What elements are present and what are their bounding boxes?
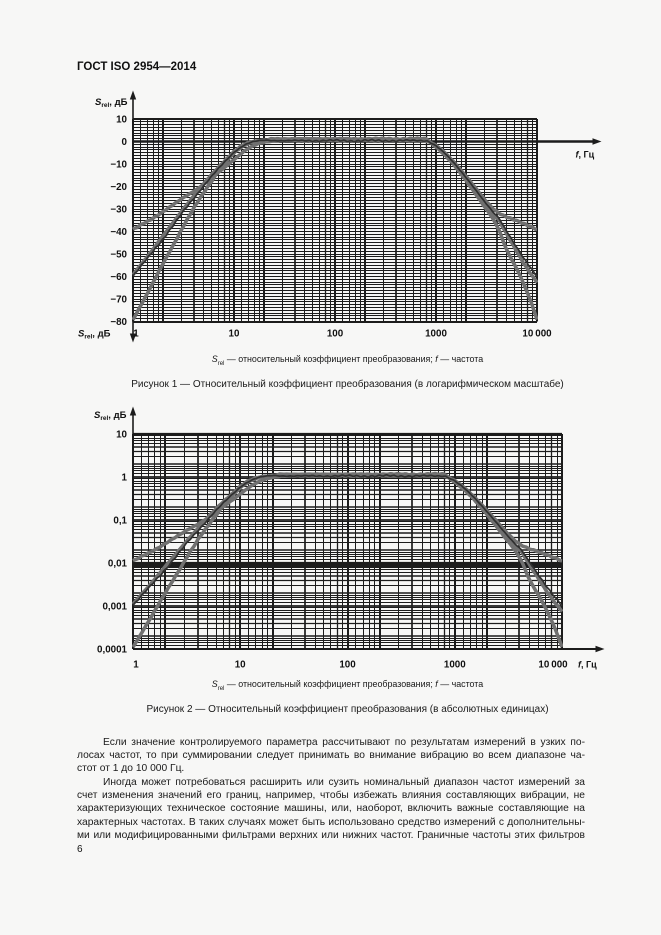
svg-text:f, Гц: f, Гц <box>576 150 595 160</box>
svg-text:Srel, дБ: Srel, дБ <box>94 410 127 422</box>
svg-text:0: 0 <box>122 137 128 148</box>
svg-text:10: 10 <box>235 660 246 671</box>
svg-text:10: 10 <box>116 114 127 125</box>
svg-text:−80: −80 <box>110 317 127 328</box>
svg-text:1000: 1000 <box>444 660 466 671</box>
svg-text:0,1: 0,1 <box>113 515 127 526</box>
svg-text:0,0001: 0,0001 <box>97 644 128 655</box>
svg-text:10: 10 <box>116 429 127 440</box>
svg-text:0,001: 0,001 <box>102 601 127 612</box>
svg-text:1: 1 <box>133 329 139 340</box>
svg-text:−20: −20 <box>110 182 127 193</box>
svg-text:−30: −30 <box>110 204 127 215</box>
svg-text:10 000: 10 000 <box>538 660 568 671</box>
svg-text:1000: 1000 <box>425 329 447 340</box>
svg-text:10 000: 10 000 <box>522 329 552 340</box>
svg-text:−10: −10 <box>110 159 127 170</box>
svg-text:10: 10 <box>229 329 240 340</box>
svg-text:−70: −70 <box>110 294 127 305</box>
svg-text:−50: −50 <box>110 249 127 260</box>
svg-text:f, Гц: f, Гц <box>578 660 597 670</box>
svg-text:0,01: 0,01 <box>108 558 128 569</box>
svg-text:100: 100 <box>339 660 356 671</box>
svg-text:Srel, дБ: Srel, дБ <box>95 97 128 109</box>
svg-text:−60: −60 <box>110 272 127 283</box>
svg-text:1: 1 <box>122 472 128 483</box>
svg-text:−40: −40 <box>110 227 127 238</box>
svg-text:100: 100 <box>327 329 344 340</box>
svg-text:1: 1 <box>133 660 139 671</box>
svg-text:Srel, дБ: Srel, дБ <box>78 329 111 341</box>
